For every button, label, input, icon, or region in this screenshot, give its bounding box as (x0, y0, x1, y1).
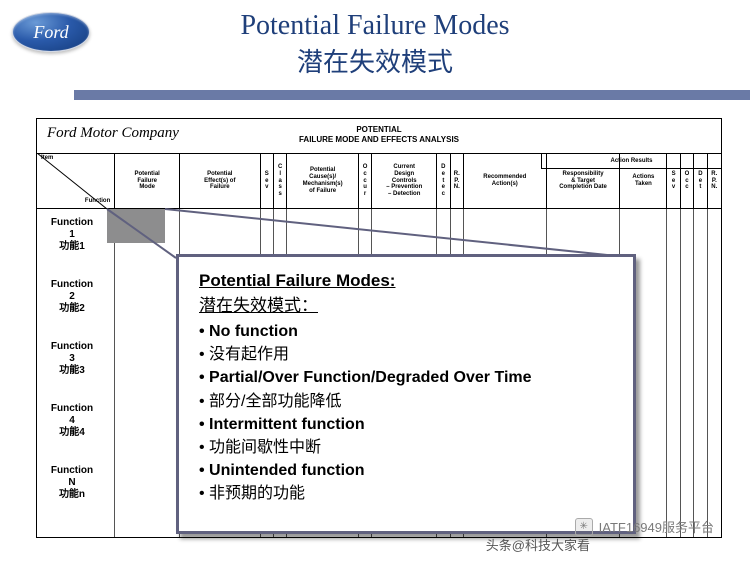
callout-item: No function (199, 320, 613, 343)
watermark-toutiao: 头条@科技大家看 (486, 535, 590, 554)
callout-item: 功能间歇性中断 (199, 436, 613, 459)
callout-box: Potential Failure Modes: 潜在失效模式： No func… (176, 254, 636, 534)
callout-item: 没有起作用 (199, 343, 613, 366)
callout-list: No function没有起作用Partial/Over Function/De… (199, 320, 613, 506)
callout-item: Intermittent function (199, 413, 613, 436)
callout-item: Unintended function (199, 459, 613, 482)
callout-item: Partial/Over Function/Degraded Over Time (199, 366, 613, 389)
callout-title-cn: 潜在失效模式： (199, 291, 613, 316)
callout-item: 非预期的功能 (199, 482, 613, 505)
callout-title-en: Potential Failure Modes: (199, 271, 613, 291)
watermark-wechat-text: IATF16949服务平台 (599, 517, 714, 536)
wechat-icon: ✳ (575, 518, 593, 536)
callout-item: 部分/全部功能降低 (199, 390, 613, 413)
watermark-wechat: ✳ IATF16949服务平台 (575, 517, 714, 536)
